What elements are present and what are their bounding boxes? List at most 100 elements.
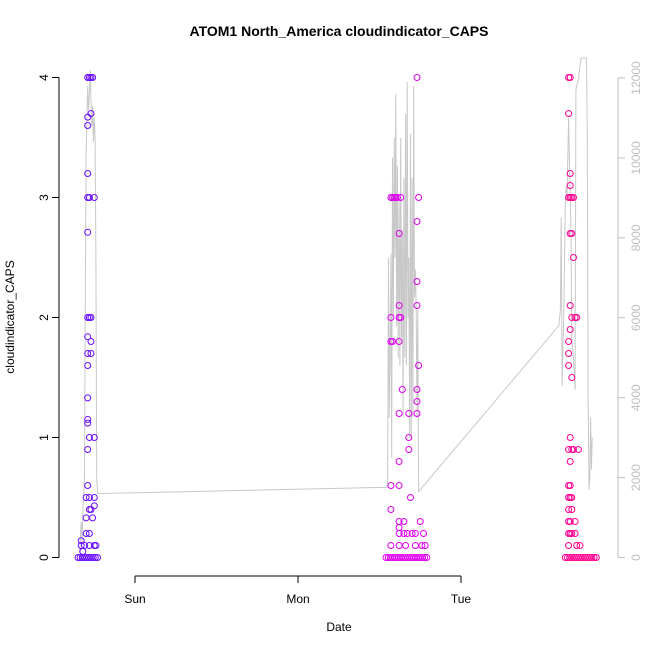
data-point: [566, 302, 574, 309]
data-point: [565, 542, 573, 549]
x-axis-label: Date: [326, 620, 352, 634]
data-point: [395, 542, 403, 549]
data-point: [84, 228, 92, 236]
data-point: [395, 530, 403, 537]
data-point: [85, 434, 93, 441]
data-point: [84, 362, 92, 369]
data-point: [94, 554, 101, 561]
y-tick-label: 3: [37, 194, 51, 201]
data-point: [400, 518, 408, 525]
data-point: [395, 458, 403, 465]
data-point: [84, 113, 92, 121]
data-point: [590, 554, 598, 561]
data-point: [577, 554, 585, 561]
data-point: [566, 458, 574, 465]
data-point: [84, 122, 92, 129]
line-series-path: [79, 57, 593, 553]
chart-title: ATOM1 North_America cloudindicator_CAPS: [190, 23, 489, 39]
data-point: [90, 502, 98, 510]
x-axis: Sun Mon Tue: [124, 575, 472, 606]
data-point: [90, 434, 98, 441]
data-point: [566, 482, 574, 489]
y-tick-label: 2: [37, 314, 51, 321]
data-point: [566, 518, 574, 525]
data-point: [408, 530, 416, 537]
data-point: [84, 350, 92, 357]
data-point: [570, 254, 577, 261]
data-point: [84, 170, 92, 177]
data-point: [84, 333, 92, 341]
data-point: [565, 506, 573, 513]
data-point: [413, 74, 421, 81]
y2-tick-label: 8000: [629, 224, 643, 251]
data-point: [89, 554, 97, 561]
data-point: [84, 416, 92, 423]
data-point: [423, 554, 431, 561]
data-point: [398, 386, 406, 393]
x-tick-label: Sun: [124, 592, 145, 606]
data-point: [84, 394, 92, 402]
data-point: [413, 302, 421, 309]
data-point: [566, 182, 574, 189]
data-point: [397, 194, 405, 201]
y2-tick-label: 0: [629, 554, 643, 561]
data-point: [566, 434, 574, 441]
data-point: [568, 374, 576, 381]
data-point: [566, 326, 574, 333]
data-point: [566, 170, 574, 177]
data-point: [84, 446, 92, 453]
x-tick-label: Tue: [451, 592, 472, 606]
data-point: [405, 434, 413, 441]
data-point: [568, 530, 576, 537]
data-point: [565, 110, 573, 117]
data-point: [570, 554, 578, 561]
data-point: [82, 514, 90, 522]
data-point: [89, 514, 97, 522]
data-point: [575, 554, 583, 561]
data-point: [574, 446, 582, 453]
data-point: [77, 537, 85, 545]
data-point: [395, 524, 403, 531]
data-point: [421, 554, 429, 561]
data-point: [395, 410, 403, 417]
y2-tick-label: 12000: [629, 61, 643, 95]
data-point: [395, 230, 403, 237]
data-point: [561, 554, 569, 561]
data-point: [583, 554, 591, 561]
data-point: [413, 386, 421, 393]
data-point: [82, 530, 90, 537]
data-point: [389, 338, 396, 345]
y2-tick-label: 10000: [629, 141, 643, 175]
data-point: [418, 542, 426, 549]
data-point: [84, 482, 92, 489]
data-point: [413, 398, 421, 405]
data-point: [407, 494, 414, 501]
data-point: [87, 338, 95, 345]
data-point: [400, 530, 408, 537]
data-point: [565, 446, 573, 453]
data-point: [82, 494, 90, 501]
y-axis-label: cloudindicator_CAPS: [3, 260, 17, 373]
data-point: [421, 542, 429, 549]
data-point: [397, 314, 405, 321]
data-point: [413, 410, 421, 417]
data-point: [568, 494, 576, 501]
data-point: [565, 338, 573, 345]
data-point: [592, 554, 600, 561]
data-point: [402, 542, 410, 549]
data-point: [413, 278, 421, 285]
data-point: [81, 542, 88, 549]
data-point: [419, 554, 426, 561]
data-point: [84, 419, 92, 427]
data-point: [83, 554, 91, 561]
data-point: [87, 350, 95, 357]
data-point: [411, 542, 419, 549]
data-point: [571, 518, 579, 525]
y-tick-label: 1: [37, 434, 51, 441]
data-point: [415, 194, 423, 201]
data-point: [405, 410, 413, 417]
data-point: [91, 554, 99, 561]
data-point: [92, 542, 100, 549]
data-point: [570, 194, 577, 201]
data-point: [85, 194, 93, 201]
